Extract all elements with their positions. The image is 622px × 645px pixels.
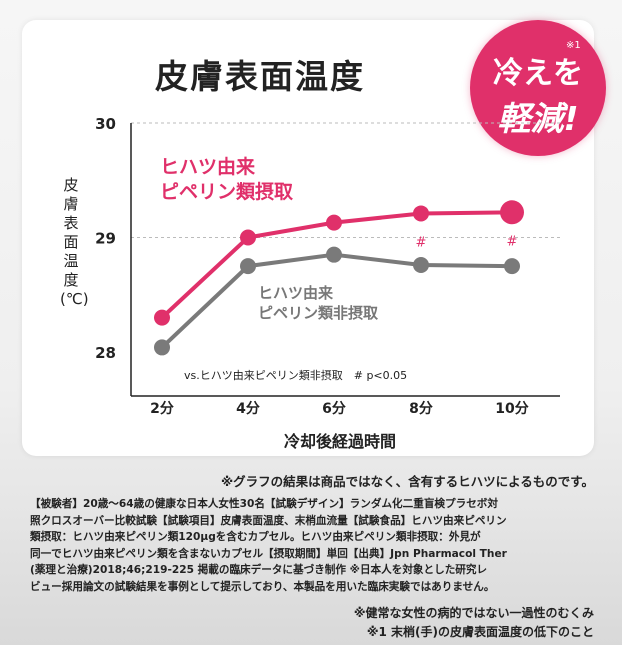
study-line: 類摂取：ヒハツ由来ピペリン類120μgを含むカプセル。ヒハツ由来ピペリン類非摂取… [30, 531, 481, 544]
graph-result-note: ※グラフの結果は商品ではなく、含有するヒハツによるものです。 [220, 474, 594, 489]
x-tick-label: 10分 [495, 401, 528, 417]
series-label-taken-line1: ヒハツ由来 [160, 156, 256, 178]
stat-note: vs.ヒハツ由来ピペリン類非摂取 # p<0.05 [184, 369, 408, 382]
x-axis-label: 冷却後経過時間 [283, 432, 396, 451]
study-line: (薬理と治療)2018;46;219-225 掲載の臨床データに基づき制作 ※日… [30, 564, 488, 577]
data-point [413, 205, 429, 222]
y-tick-label: 28 [95, 344, 116, 362]
y-tick-label: 30 [95, 115, 116, 133]
data-point [326, 214, 342, 231]
study-description: 【被験者】20歳〜64歳の健康な日本人女性30名【試験デザイン】ランダム化二重盲… [30, 496, 598, 596]
x-tick-label: 6分 [322, 401, 346, 417]
y-tick-label: 29 [95, 230, 116, 248]
study-line: ビュー採用論文の試験結果を事例として提示しており、本製品を用いた臨床実験ではあり… [30, 580, 495, 593]
x-tick-label: 8分 [409, 401, 433, 417]
series-label-not-taken-line1: ヒハツ由来 [258, 284, 334, 302]
series-label-not-taken-line2: ピペリン類非摂取 [258, 304, 379, 322]
data-point [240, 229, 256, 246]
data-point [413, 256, 429, 273]
badge: ※1 冷えを 軽減! [470, 20, 606, 156]
footnote-1: ※1 末梢(手)の皮膚表面温度の低下のこと [366, 625, 594, 639]
series-label-taken: ヒハツ由来 ピペリン類摂取 [160, 155, 293, 205]
data-point [500, 200, 524, 225]
significance-mark: # [507, 234, 518, 249]
data-point [154, 339, 170, 356]
significance-mark: # [416, 235, 427, 250]
study-line: 照クロスオーバー比較試験【試験項目】皮膚表面温度、末梢血流量【試験食品】ヒハツ由… [30, 514, 507, 527]
study-line: 【被験者】20歳〜64歳の健康な日本人女性30名【試験デザイン】ランダム化二重盲… [30, 498, 498, 510]
study-line: 同一でヒハツ由来ピペリン類を含まないカプセル【摂取期間】単回【出典】Jpn Ph… [30, 547, 507, 560]
data-point [240, 258, 256, 275]
data-point [154, 309, 170, 326]
x-tick-label: 4分 [236, 401, 260, 417]
x-tick-label: 2分 [150, 401, 174, 417]
data-point [326, 246, 342, 263]
data-point [504, 258, 520, 275]
badge-note: ※1 [566, 40, 581, 51]
badge-line1: 冷えを [493, 56, 583, 91]
badge-line2: 軽減! [497, 99, 579, 138]
series-label-not-taken: ヒハツ由来 ピペリン類非摂取 [258, 283, 378, 323]
y-axis-label: 皮膚表面温度(℃) [60, 176, 89, 308]
series-label-taken-line2: ピペリン類摂取 [160, 181, 294, 203]
mukumi-note: ※健常な女性の病的ではない一過性のむくみ [353, 606, 594, 620]
chart-title: 皮膚表面温度 [155, 57, 365, 96]
